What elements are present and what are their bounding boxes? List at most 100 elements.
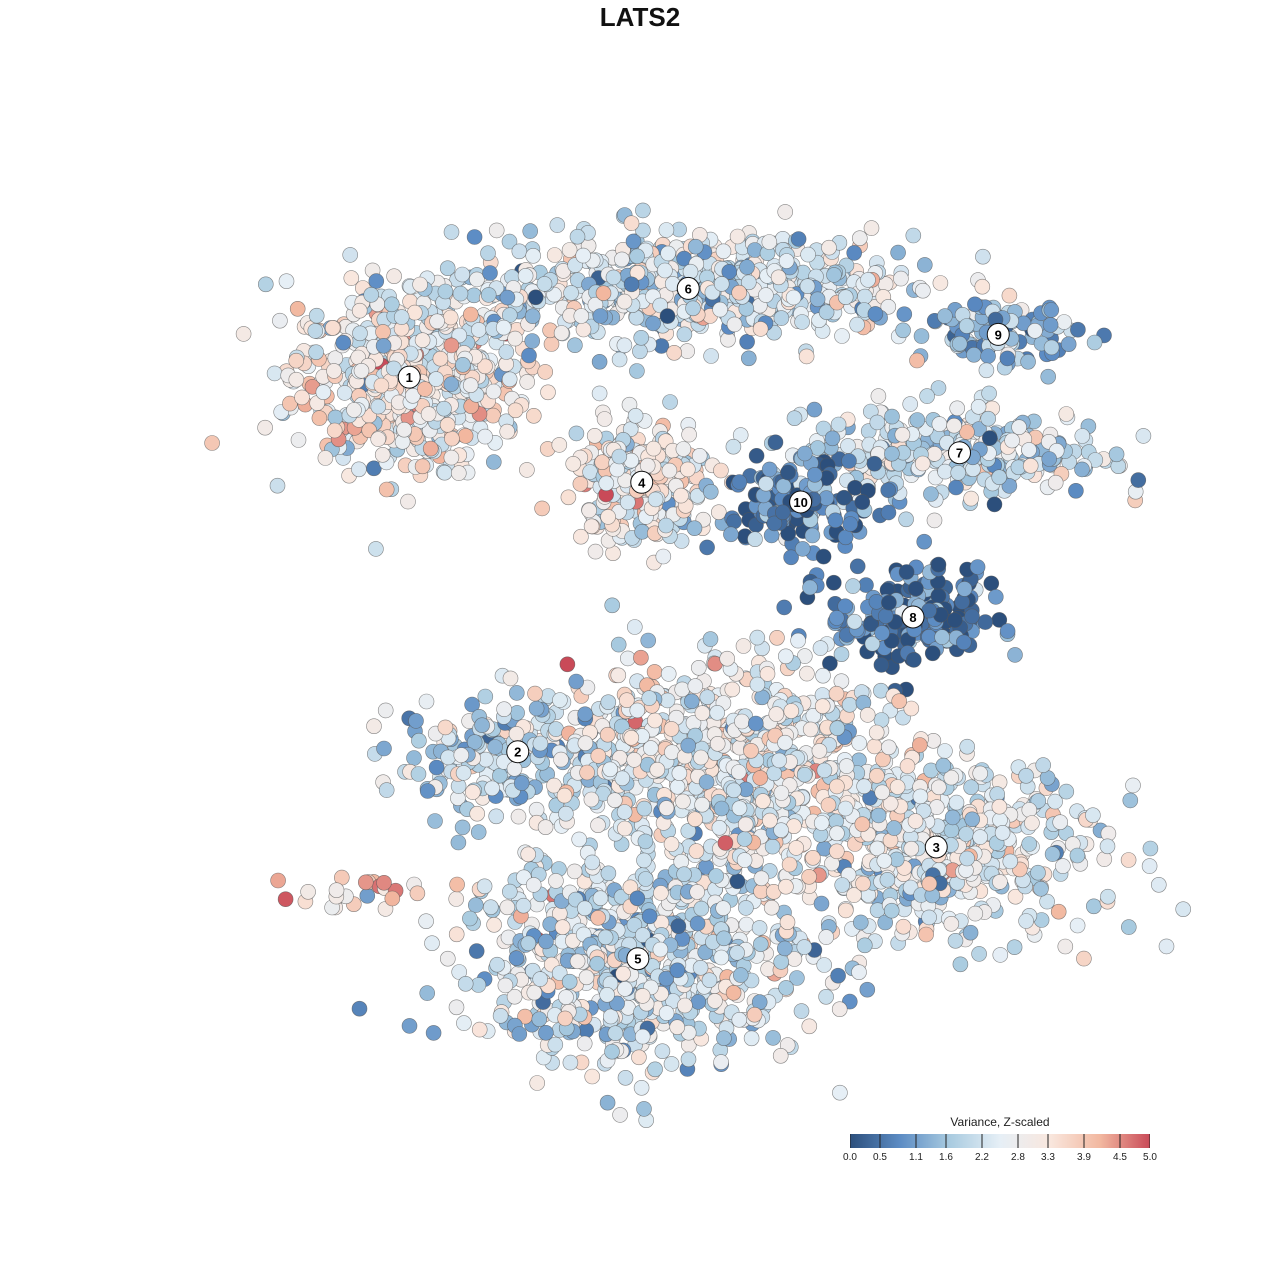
data-point bbox=[551, 437, 568, 453]
data-point bbox=[931, 416, 948, 432]
data-point bbox=[1120, 852, 1137, 868]
data-point bbox=[645, 440, 662, 457]
data-point bbox=[519, 462, 535, 478]
data-point bbox=[894, 426, 911, 443]
data-point bbox=[937, 743, 953, 759]
data-point bbox=[616, 804, 633, 820]
data-point bbox=[898, 511, 914, 528]
data-point bbox=[694, 705, 711, 721]
data-point bbox=[723, 526, 739, 543]
data-point bbox=[992, 947, 1009, 963]
data-point bbox=[806, 466, 823, 483]
data-point bbox=[955, 634, 972, 651]
cluster-label: 1 bbox=[397, 365, 421, 389]
data-point bbox=[735, 638, 752, 654]
data-point bbox=[1056, 314, 1072, 330]
data-point bbox=[524, 308, 541, 325]
data-point bbox=[682, 263, 699, 280]
data-point bbox=[863, 220, 880, 236]
data-point bbox=[470, 322, 487, 338]
data-point bbox=[717, 835, 734, 851]
data-point bbox=[629, 890, 646, 907]
data-point bbox=[828, 843, 845, 860]
data-point bbox=[703, 348, 719, 364]
data-point bbox=[454, 266, 471, 283]
data-point bbox=[692, 959, 709, 976]
data-point bbox=[1121, 919, 1137, 935]
data-point bbox=[636, 1101, 652, 1117]
data-point bbox=[635, 222, 651, 239]
data-point bbox=[831, 1001, 848, 1018]
data-point bbox=[679, 461, 696, 478]
data-point bbox=[907, 813, 924, 829]
data-point bbox=[583, 791, 600, 808]
data-point bbox=[525, 248, 542, 264]
data-point bbox=[513, 775, 530, 791]
data-point bbox=[778, 253, 795, 269]
data-point bbox=[374, 446, 391, 463]
cluster-label-text: 6 bbox=[685, 281, 692, 296]
data-point bbox=[737, 816, 754, 833]
legend-tick-label: 3.9 bbox=[1077, 1152, 1091, 1163]
data-point bbox=[617, 981, 633, 997]
data-point bbox=[1135, 428, 1152, 444]
data-point bbox=[951, 335, 968, 352]
data-point bbox=[854, 494, 871, 510]
data-point bbox=[974, 278, 991, 295]
data-point bbox=[983, 575, 1000, 592]
data-point bbox=[669, 778, 686, 795]
data-point bbox=[851, 230, 868, 246]
data-point bbox=[578, 1022, 595, 1039]
data-point bbox=[777, 734, 793, 751]
data-point bbox=[659, 692, 676, 709]
data-point bbox=[849, 558, 866, 575]
data-point bbox=[652, 941, 669, 958]
data-point bbox=[368, 273, 385, 289]
data-point bbox=[1018, 913, 1034, 929]
data-point bbox=[719, 650, 736, 667]
data-point bbox=[612, 1107, 628, 1123]
data-point bbox=[852, 914, 869, 931]
data-point bbox=[689, 884, 706, 900]
data-point bbox=[462, 306, 479, 323]
data-point bbox=[731, 800, 748, 817]
data-point bbox=[581, 502, 598, 519]
data-point bbox=[832, 1084, 848, 1101]
data-point bbox=[376, 740, 392, 757]
data-point bbox=[443, 337, 460, 354]
data-point bbox=[589, 955, 606, 972]
data-point bbox=[1043, 302, 1060, 318]
legend-tick-label: 2.2 bbox=[975, 1152, 989, 1163]
data-point bbox=[568, 673, 585, 690]
data-point bbox=[846, 245, 863, 261]
data-point bbox=[602, 1008, 619, 1025]
data-point bbox=[294, 389, 310, 406]
data-point bbox=[636, 852, 652, 869]
data-point bbox=[666, 344, 683, 361]
data-point bbox=[604, 1043, 620, 1060]
data-point bbox=[307, 323, 324, 339]
data-point bbox=[641, 908, 658, 925]
data-point bbox=[877, 608, 894, 624]
data-point bbox=[582, 464, 598, 480]
data-point bbox=[773, 310, 790, 326]
data-point bbox=[336, 385, 353, 401]
data-point bbox=[851, 735, 868, 751]
data-point bbox=[378, 481, 395, 498]
data-point bbox=[480, 245, 496, 261]
data-point bbox=[419, 985, 436, 1001]
data-point bbox=[943, 822, 960, 839]
data-point bbox=[812, 640, 829, 656]
data-point bbox=[1007, 647, 1023, 663]
data-point bbox=[774, 504, 791, 521]
data-point bbox=[1024, 815, 1040, 831]
data-point bbox=[532, 735, 549, 752]
data-point bbox=[598, 475, 615, 492]
data-point bbox=[565, 455, 582, 472]
data-point bbox=[1068, 482, 1084, 499]
data-point bbox=[921, 875, 938, 892]
data-point bbox=[469, 805, 486, 822]
data-point bbox=[540, 384, 556, 401]
data-point bbox=[456, 1015, 472, 1031]
data-point bbox=[761, 234, 778, 250]
